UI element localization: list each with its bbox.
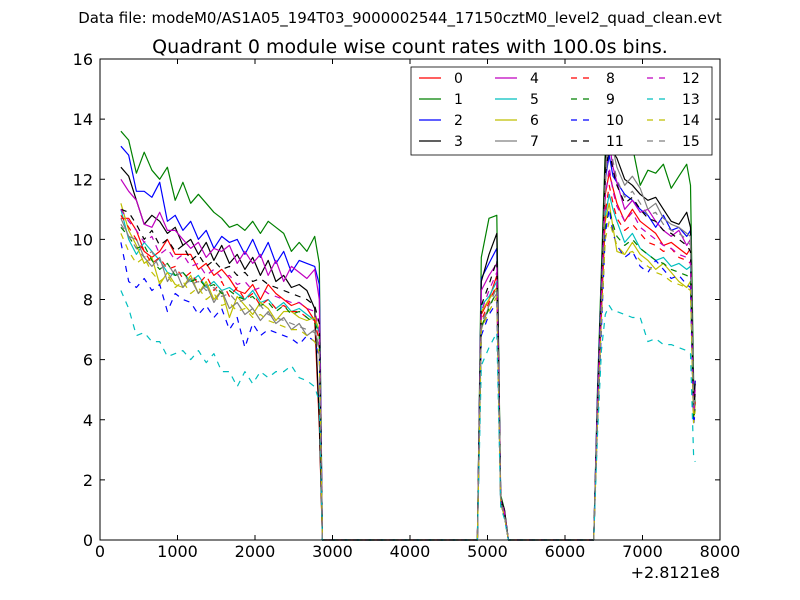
series-line-14: [120, 220, 696, 541]
legend-label-2: 2: [454, 113, 463, 129]
series-line-9: [120, 208, 696, 541]
legend-label-13: 13: [682, 92, 700, 108]
legend-label-11: 11: [606, 134, 624, 150]
legend-label-9: 9: [606, 92, 615, 108]
chart-title: Quadrant 0 module wise count rates with …: [152, 36, 668, 58]
x-offset-label: +2.8121e8: [631, 563, 720, 582]
legend-label-0: 0: [454, 71, 463, 87]
series-line-10: [120, 208, 696, 541]
legend-label-8: 8: [606, 71, 615, 87]
legend-frame: [410, 66, 713, 156]
series-line-8: [120, 184, 696, 541]
legend-label-12: 12: [682, 71, 700, 87]
y-tick-label: 2: [83, 471, 93, 490]
legend-label-10: 10: [606, 113, 624, 129]
y-tick-label: 14: [73, 110, 93, 129]
y-tick-label: 8: [83, 291, 93, 310]
y-tick-label: 4: [83, 411, 93, 430]
x-tick-label: 0: [95, 542, 105, 561]
x-tick-label: 7000: [622, 542, 663, 561]
legend-label-1: 1: [454, 92, 463, 108]
legend-label-15: 15: [682, 134, 700, 150]
series-layer: [120, 103, 696, 541]
series-line-13: [120, 290, 696, 541]
x-tick-label: 2000: [235, 542, 276, 561]
legend-label-3: 3: [454, 134, 463, 150]
y-tick-label: 12: [73, 170, 93, 189]
series-line-12: [120, 166, 696, 541]
series-line-0: [120, 172, 696, 541]
x-tick-label: 6000: [545, 542, 586, 561]
legend-label-6: 6: [530, 113, 539, 129]
legend-label-7: 7: [530, 134, 539, 150]
legend-label-5: 5: [530, 92, 539, 108]
series-line-6: [120, 202, 696, 541]
y-tick-label: 6: [83, 351, 93, 370]
x-tick-label: 3000: [312, 542, 353, 561]
y-tick-label: 0: [83, 531, 93, 550]
y-tick-label: 16: [73, 50, 93, 69]
legend-label-14: 14: [682, 113, 700, 129]
figure-suptitle: Data file: modeM0/AS1A05_194T03_90000025…: [78, 9, 722, 27]
legend-label-4: 4: [530, 71, 539, 87]
x-tick-label: 1000: [157, 542, 198, 561]
series-line-1: [120, 103, 696, 541]
x-axis: 0 1000 2000 3000 4000 5000 6000 7000 8000: [95, 59, 740, 561]
x-tick-label: 8000: [700, 542, 741, 561]
x-tick-label: 5000: [467, 542, 508, 561]
series-line-5: [120, 193, 696, 541]
x-tick-label: 4000: [390, 542, 431, 561]
y-tick-label: 10: [73, 230, 93, 249]
series-line-11: [120, 148, 696, 541]
